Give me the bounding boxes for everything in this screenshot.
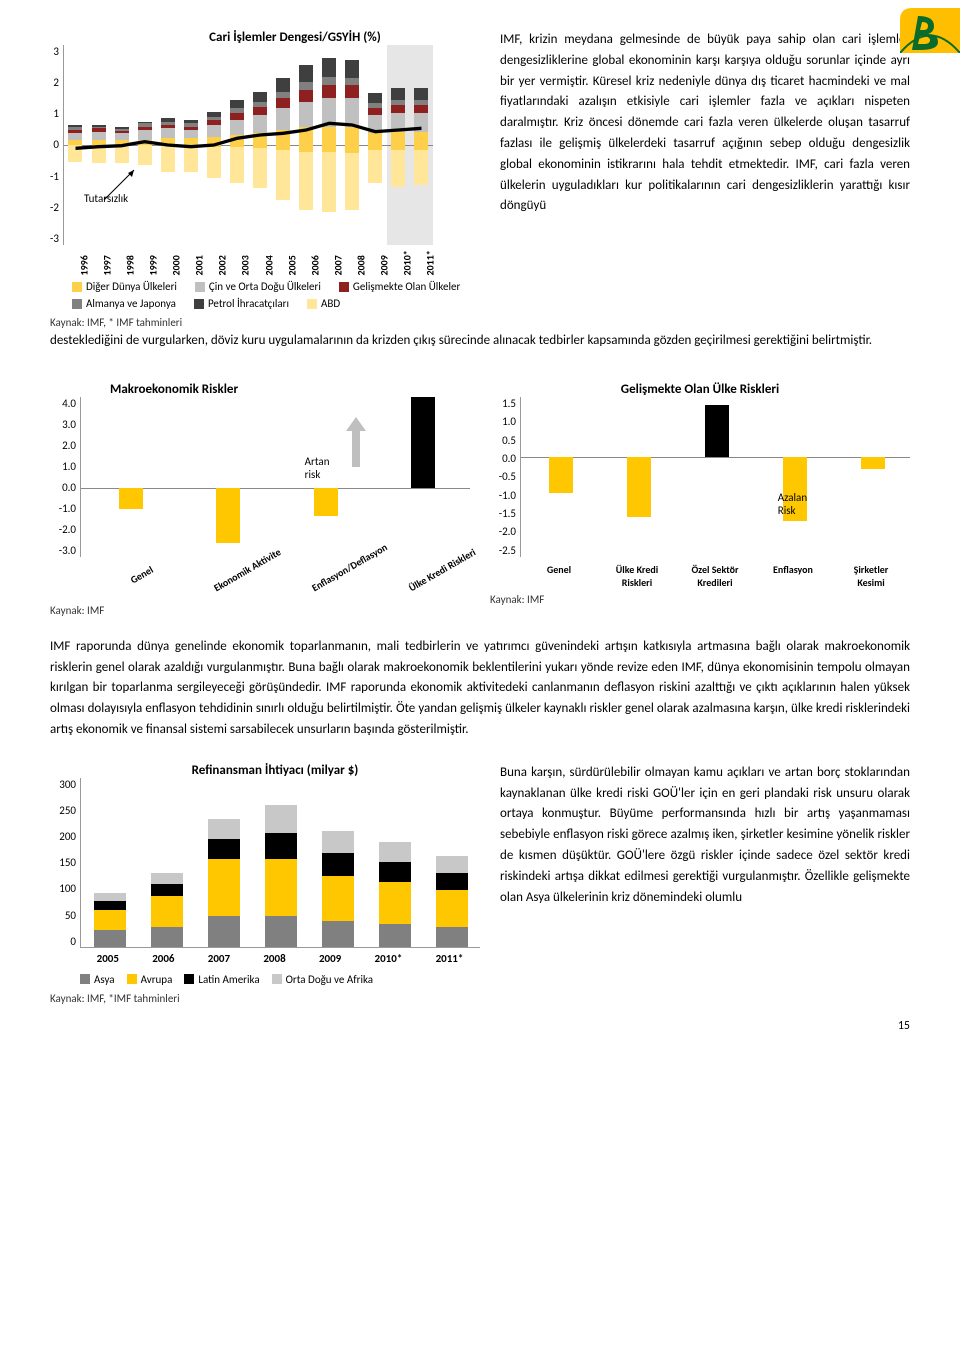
chart4-legend: AsyaAvrupaLatin AmerikaOrta Doğu ve Afri… xyxy=(80,973,480,986)
chart2-xaxis: GenelEkonomik AktiviteEnflasyon/Deflasyo… xyxy=(80,563,470,576)
chart1-plot: Tutarsızlık xyxy=(63,45,433,245)
chart1-xaxis: 1996199719981999200020012002200320042005… xyxy=(72,245,442,272)
page-number: 15 xyxy=(898,1019,910,1033)
chart3-title: Gelişmekte Olan Ülke Riskleri xyxy=(490,382,910,397)
chart3-plot: Azalan Risk xyxy=(520,397,910,557)
brand-logo xyxy=(900,8,960,53)
paragraph-3: Buna karşın, sürdürülebilir olmayan kamu… xyxy=(500,763,910,909)
chart4-title: Refinansman İhtiyacı (milyar $) xyxy=(70,763,480,778)
chart-cari-islemler: Cari İşlemler Dengesi/GSYİH (%) 3210-1-2… xyxy=(50,30,480,329)
chart1-legend: Diğer Dünya ÜlkeleriÇin ve Orta Doğu Ülk… xyxy=(72,280,480,310)
chart1-yaxis: 3210-1-2-3 xyxy=(50,45,63,245)
paragraph-1-right: IMF, krizin meydana gelmesinde de büyük … xyxy=(500,30,910,217)
chart2-yaxis: 4.03.02.01.00.0-1.0-2.0-3.0 xyxy=(50,397,80,557)
chart4-source: Kaynak: IMF, *IMF tahminleri xyxy=(50,992,480,1005)
chart1-title: Cari İşlemler Dengesi/GSYİH (%) xyxy=(110,30,480,45)
chart3-source: Kaynak: IMF xyxy=(490,593,910,606)
chart3-xaxis: GenelÜlke Kredi RiskleriÖzel Sektör Kred… xyxy=(520,563,910,589)
chart4-yaxis: 300250200150100500 xyxy=(50,778,80,948)
chart2-title: Makroekonomik Riskler xyxy=(110,382,470,397)
chart-refinansman: Refinansman İhtiyacı (milyar $) 30025020… xyxy=(50,763,480,1005)
chart1-source: Kaynak: IMF, * IMF tahminleri xyxy=(50,316,480,329)
chart3-yaxis: 1.51.00.50.0-0.5-1.0-1.5-2.0-2.5 xyxy=(490,397,520,557)
chart-makro-riskler: Makroekonomik Riskler 4.03.02.01.00.0-1.… xyxy=(50,382,470,617)
paragraph-2: IMF raporunda dünya genelinde ekonomik t… xyxy=(50,637,910,741)
chart4-plot xyxy=(80,778,480,948)
paragraph-1-below: desteklediğini de vurgularken, döviz kur… xyxy=(50,331,910,352)
chart-gou-riskleri: Gelişmekte Olan Ülke Riskleri 1.51.00.50… xyxy=(490,382,910,617)
chart4-xaxis: 200520062007200820092010*2011* xyxy=(80,952,480,965)
chart2-source: Kaynak: IMF xyxy=(50,604,470,617)
chart2-plot: Artan risk xyxy=(80,397,470,557)
